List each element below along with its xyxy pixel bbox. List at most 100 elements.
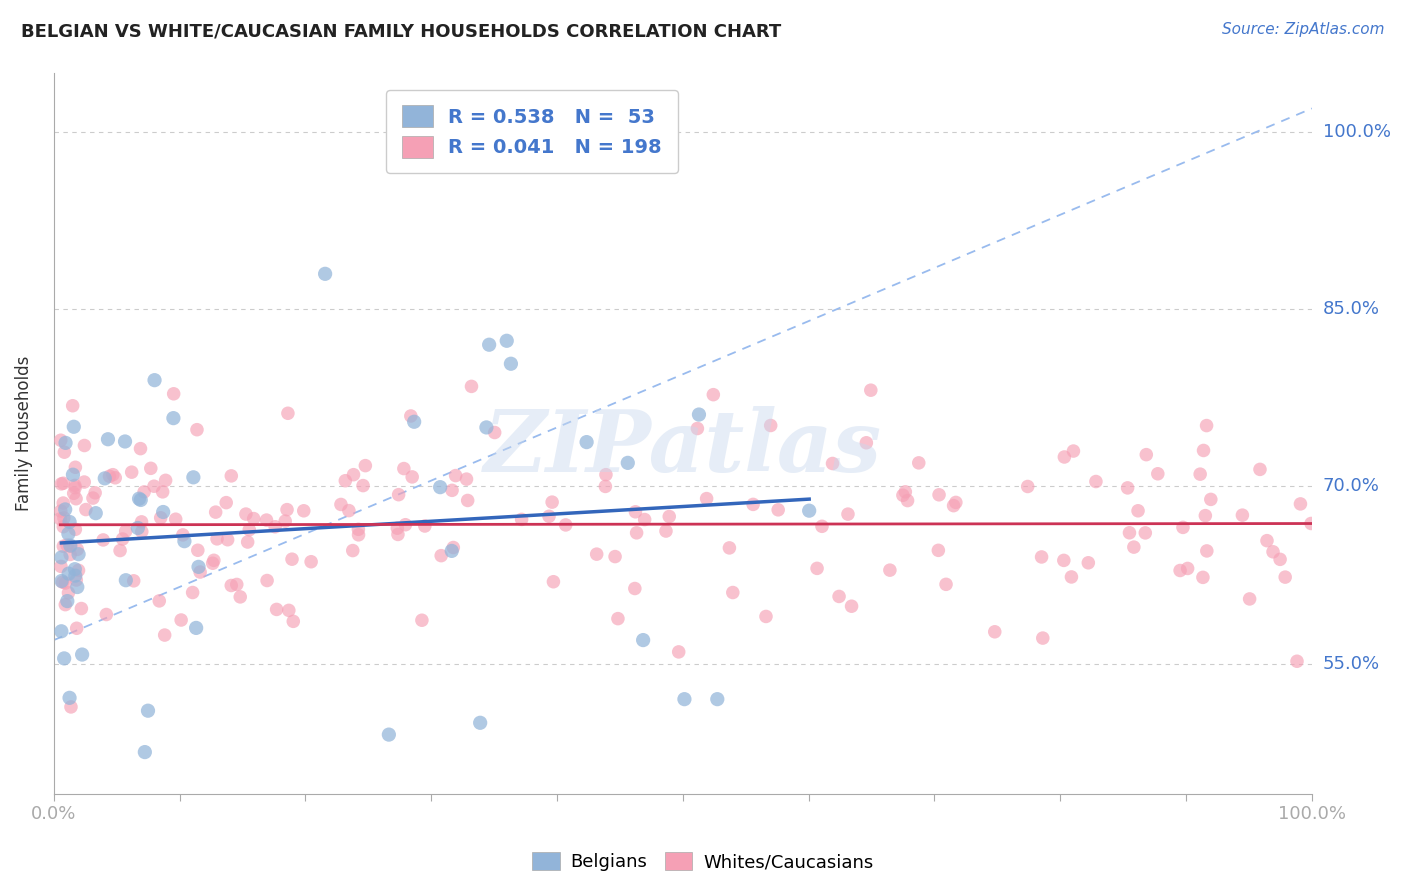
Point <box>221 468 243 483</box>
Point <box>238 523 260 537</box>
Point <box>148 594 170 608</box>
Point <box>1195 544 1218 558</box>
Point <box>388 488 411 502</box>
Point <box>595 467 617 482</box>
Point <box>510 512 533 526</box>
Point <box>131 515 153 529</box>
Point <box>70 601 93 615</box>
Point <box>718 541 741 555</box>
Point <box>219 578 242 592</box>
Point <box>429 480 451 494</box>
Point <box>314 267 336 281</box>
Point <box>595 479 617 493</box>
Point <box>59 539 82 553</box>
Point <box>607 612 630 626</box>
Point <box>58 690 80 705</box>
Point <box>457 493 479 508</box>
Point <box>855 435 877 450</box>
Point <box>337 503 360 517</box>
Point <box>127 521 149 535</box>
Point <box>1274 570 1296 584</box>
Point <box>841 599 863 614</box>
Point <box>475 420 498 434</box>
Point <box>1135 448 1157 462</box>
Point <box>236 535 259 549</box>
Point <box>554 517 576 532</box>
Point <box>143 479 166 493</box>
Point <box>828 590 851 604</box>
Text: 85.0%: 85.0% <box>1323 301 1381 318</box>
Point <box>292 504 315 518</box>
Point <box>52 519 75 533</box>
Point <box>755 609 778 624</box>
Point <box>1189 467 1212 482</box>
Point <box>281 552 304 566</box>
Point <box>205 532 228 546</box>
Point <box>342 543 364 558</box>
Point <box>82 491 104 505</box>
Point <box>335 474 357 488</box>
Point <box>52 539 75 553</box>
Point <box>114 524 136 539</box>
Point <box>52 496 75 510</box>
Point <box>387 527 409 541</box>
Point <box>97 432 120 446</box>
Point <box>187 543 209 558</box>
Point <box>131 524 153 539</box>
Point <box>149 510 172 524</box>
Point <box>108 543 131 558</box>
Point <box>631 633 654 648</box>
Point <box>1032 631 1054 645</box>
Point <box>686 421 709 435</box>
Point <box>73 438 96 452</box>
Point <box>152 505 174 519</box>
Point <box>65 491 87 506</box>
Point <box>62 486 84 500</box>
Point <box>52 511 75 525</box>
Point <box>585 547 607 561</box>
Point <box>837 507 859 521</box>
Point <box>67 563 90 577</box>
Point <box>217 533 239 547</box>
Point <box>441 541 464 555</box>
Point <box>624 582 647 596</box>
Point <box>441 483 464 498</box>
Point <box>1249 462 1271 476</box>
Point <box>172 528 194 542</box>
Point <box>470 715 492 730</box>
Point <box>668 645 690 659</box>
Text: 100.0%: 100.0% <box>1323 123 1391 141</box>
Point <box>183 470 205 484</box>
Point <box>122 574 145 588</box>
Point <box>1199 492 1222 507</box>
Point <box>821 457 844 471</box>
Point <box>94 471 117 485</box>
Text: BELGIAN VS WHITE/CAUCASIAN FAMILY HOUSEHOLDS CORRELATION CHART: BELGIAN VS WHITE/CAUCASIAN FAMILY HOUSEH… <box>21 22 782 40</box>
Point <box>799 504 821 518</box>
Point <box>266 602 288 616</box>
Point <box>129 442 152 456</box>
Point <box>927 543 949 558</box>
Point <box>1195 418 1218 433</box>
Point <box>264 520 287 534</box>
Point <box>162 411 184 425</box>
Point <box>70 648 93 662</box>
Point <box>58 566 80 581</box>
Point <box>67 547 90 561</box>
Point <box>136 704 159 718</box>
Point <box>942 499 965 513</box>
Point <box>806 561 828 575</box>
Point <box>129 492 152 507</box>
Point <box>91 533 114 547</box>
Point <box>394 517 416 532</box>
Point <box>896 493 918 508</box>
Text: 55.0%: 55.0% <box>1323 655 1381 673</box>
Point <box>204 505 226 519</box>
Point <box>65 460 87 475</box>
Point <box>152 484 174 499</box>
Point <box>444 468 467 483</box>
Point <box>66 621 89 635</box>
Point <box>186 621 208 635</box>
Y-axis label: Family Households: Family Households <box>15 356 32 511</box>
Point <box>907 456 929 470</box>
